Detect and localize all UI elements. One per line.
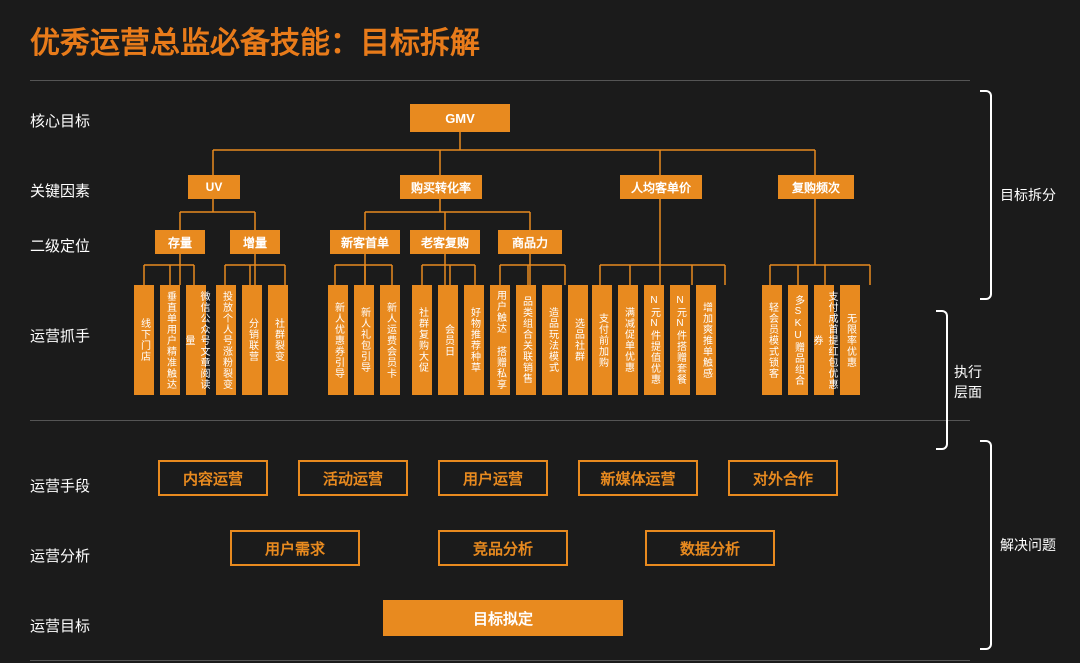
tactic-bar: 支付成首提红包优惠券 [814,285,834,395]
method-newmedia: 新媒体运营 [578,460,698,496]
method-partner: 对外合作 [728,460,838,496]
node-aov: 人均客单价 [620,175,702,199]
row-label-tactics: 运营抓手 [30,325,130,346]
brace-label-mid: 执行层面 [954,362,986,402]
tactic-bar: 微信公众号文章阅读量 [186,285,206,395]
tactic-bar: 支付前加购 [592,285,612,395]
row-label-key: 关键因素 [30,180,130,201]
node-growth: 增量 [230,230,280,254]
node-newfirst: 新客首单 [330,230,400,254]
method-user: 用户运营 [438,460,548,496]
tactic-bar: 用户触达 搭赠私享 [490,285,510,395]
analysis-demand: 用户需求 [230,530,360,566]
goal-node: 目标拟定 [383,600,623,636]
tactic-bar: 选品社群 [568,285,588,395]
row-label-core: 核心目标 [30,110,130,131]
brace-bottom [980,440,992,650]
tactic-bar: 垂直单用户精准触达 [160,285,180,395]
method-activity: 活动运营 [298,460,408,496]
node-gmv: GMV [410,104,510,132]
row-label-level2: 二级定位 [30,235,130,256]
tactic-bar: 品类组合关联销售 [516,285,536,395]
tactic-bar: 无限率优惠 [840,285,860,395]
row-label-analysis: 运营分析 [30,545,130,566]
node-oldrepeat: 老客复购 [410,230,480,254]
tactic-bar: 分销联营 [242,285,262,395]
tactic-bar: 新人运费会员卡 [380,285,400,395]
method-content: 内容运营 [158,460,268,496]
diagram-canvas: 核心目标 关键因素 二级定位 运营抓手 运营手段 运营分析 运营目标 [30,80,970,640]
tactic-bar: 投放个人号涨粉裂变 [216,285,236,395]
tactic-bar: 社群裂变 [268,285,288,395]
analysis-compete: 竞品分析 [438,530,568,566]
rule-bottom [30,660,970,661]
row-label-goal: 运营目标 [30,615,130,636]
tactic-bar: 会员日 [438,285,458,395]
tactic-bar: 社群复购大促 [412,285,432,395]
tactic-bar: 好物推荐种草 [464,285,484,395]
tactic-bar: 轻会员模式锁客 [762,285,782,395]
brace-label-top: 目标拆分 [1000,185,1056,205]
node-product: 商品力 [498,230,562,254]
row-label-methods: 运营手段 [30,475,130,496]
tactic-bar: N元N件搭赠套餐 [670,285,690,395]
page-title: 优秀运营总监必备技能：目标拆解 [0,0,1080,62]
tactic-bar: 增加爽推单触感 [696,285,716,395]
analysis-data: 数据分析 [645,530,775,566]
node-uv: UV [188,175,240,199]
tactic-bar: 新人礼包引导 [354,285,374,395]
brace-top [980,90,992,300]
rule-mid [30,420,970,421]
tactic-bar: 造品玩法模式 [542,285,562,395]
tactic-bar: 满减促单优惠 [618,285,638,395]
node-conv: 购买转化率 [400,175,482,199]
node-repeat: 复购频次 [778,175,854,199]
brace-label-bottom: 解决问题 [1000,535,1056,555]
rule-top [30,80,970,81]
tactic-bar: 线下门店 [134,285,154,395]
tactic-bar: 新人优惠券引导 [328,285,348,395]
node-stock: 存量 [155,230,205,254]
brace-mid [936,310,948,450]
tactic-bar: N元N件提值优惠 [644,285,664,395]
tactic-bar: 多SKU赠品组合 [788,285,808,395]
